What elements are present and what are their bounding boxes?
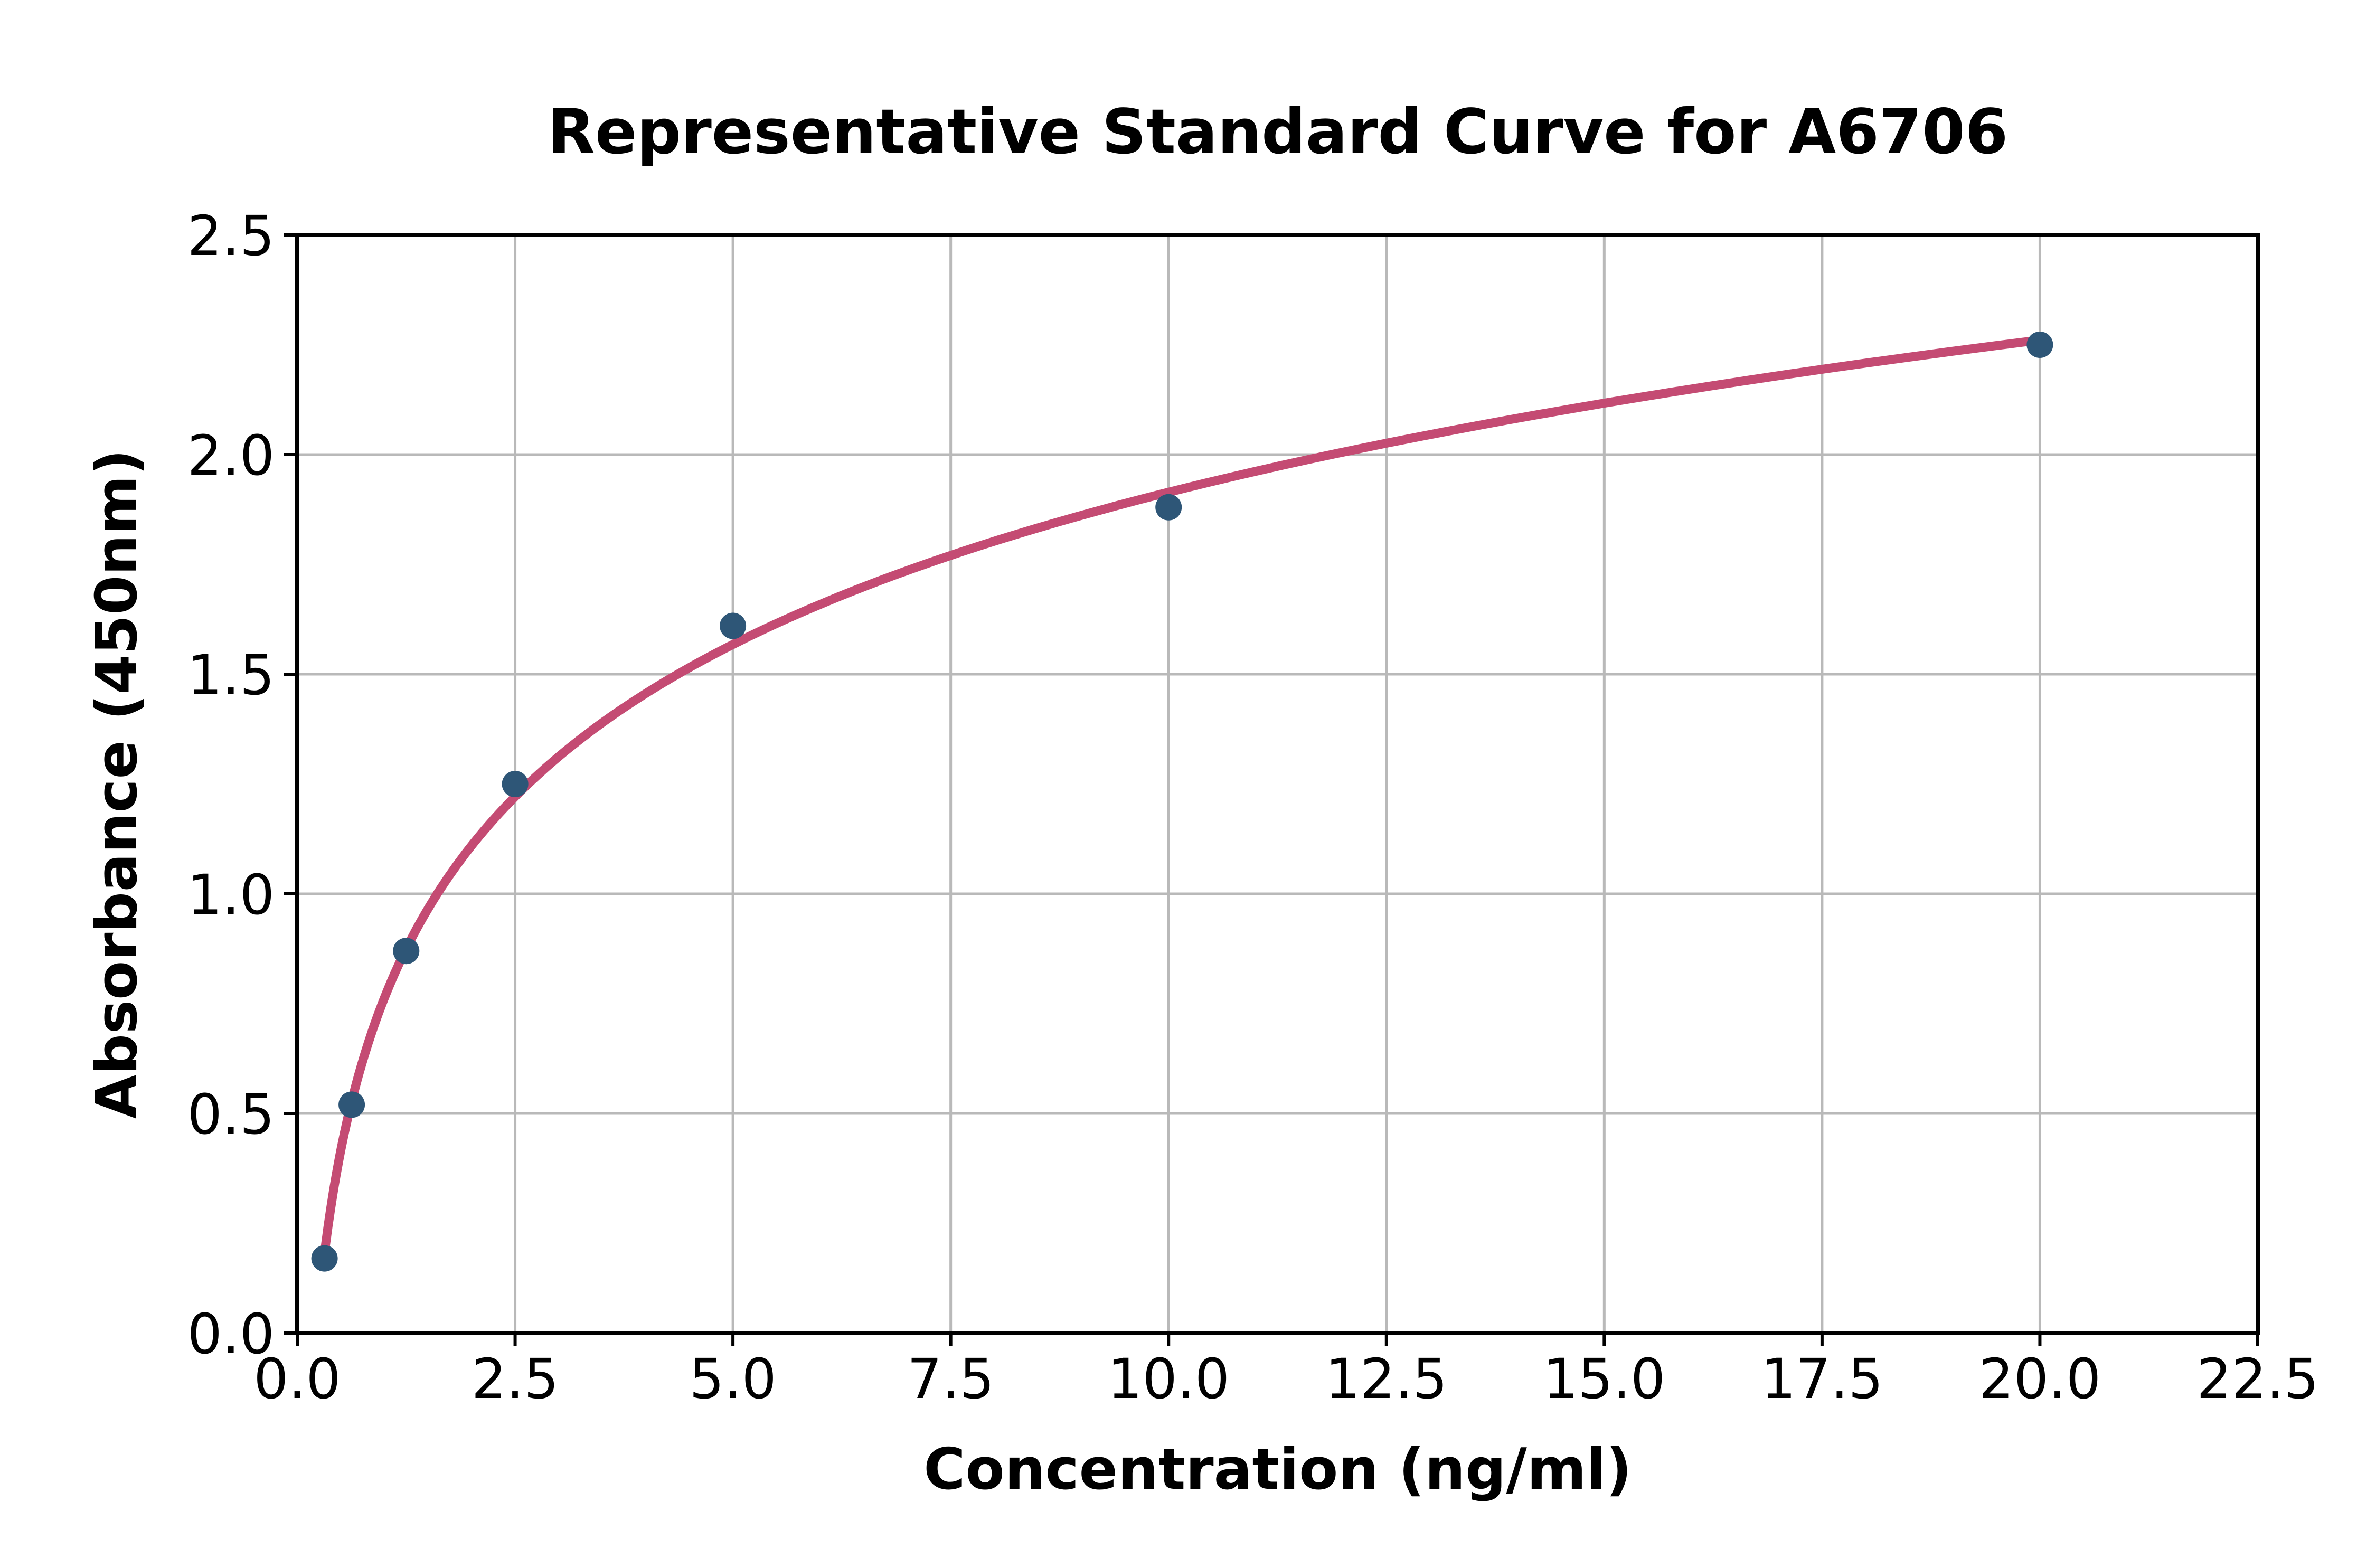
data-point xyxy=(720,612,747,639)
y-tick-label: 2.5 xyxy=(187,204,275,268)
x-axis-label: Concentration (ng/ml) xyxy=(923,1437,1632,1503)
data-point xyxy=(393,938,420,965)
x-tick-label: 2.5 xyxy=(472,1347,559,1411)
fit-curve-layer xyxy=(320,335,2044,1258)
chart-title: Representative Standard Curve for A6706 xyxy=(548,96,2008,168)
plot-border xyxy=(295,233,2260,1335)
x-tick-label: 5.0 xyxy=(689,1347,776,1411)
x-tick-label: 10.0 xyxy=(1107,1347,1230,1411)
x-tick-label: 22.5 xyxy=(2196,1347,2319,1411)
tick-marks xyxy=(284,233,2259,1346)
y-axis-label: Absorbance (450nm) xyxy=(84,449,150,1119)
data-points-layer xyxy=(311,332,2053,1272)
x-tick-label: 20.0 xyxy=(1979,1347,2101,1411)
fit-curve-line xyxy=(320,335,2044,1258)
x-tick-label: 15.0 xyxy=(1543,1347,1666,1411)
tick-labels: 0.0 2.5 5.0 7.5 10.0 12.5 15.0 17.5 20.0 22.5 0.0 0… xyxy=(187,204,2319,1411)
axes-spines xyxy=(295,233,2260,1335)
gridlines xyxy=(297,235,2258,1333)
y-tick-label: 0.5 xyxy=(187,1082,275,1147)
x-tick-label: 12.5 xyxy=(1325,1347,1448,1411)
data-point xyxy=(1155,494,1182,521)
data-point xyxy=(2026,332,2053,358)
x-tick-label: 17.5 xyxy=(1761,1347,1883,1411)
x-tick-label: 7.5 xyxy=(907,1347,994,1411)
y-tick-label: 2.0 xyxy=(187,423,275,488)
data-point xyxy=(311,1245,338,1272)
y-tick-label: 0.0 xyxy=(187,1302,275,1366)
y-tick-label: 1.0 xyxy=(187,863,275,927)
y-tick-label: 1.5 xyxy=(187,643,275,707)
data-point xyxy=(502,771,529,797)
data-point xyxy=(338,1091,365,1118)
x-tick-label: 0.0 xyxy=(253,1347,341,1411)
